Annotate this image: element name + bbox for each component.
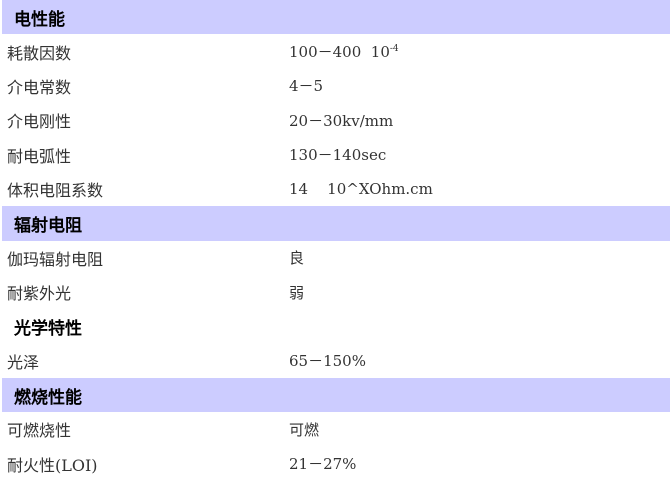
value-exponent: -4 [389, 44, 399, 55]
table-row: 介电常数 4－5 [0, 69, 672, 103]
property-value: 弱 [289, 282, 304, 303]
table-row: 光泽 65－150% [0, 344, 672, 378]
table-row: 体积电阻系数 14 10^XOhm.cm [0, 172, 672, 206]
property-name: 耐电弧性 [7, 146, 72, 166]
section-header: 辐射电阻 [2, 206, 670, 241]
value-text: 65－150% [289, 352, 366, 371]
value-text: 20－30kv/mm [289, 111, 394, 130]
table-row: 可燃烧性 可燃 [0, 412, 672, 446]
property-name: 可燃烧性 [7, 421, 72, 441]
value-text: 良 [289, 249, 305, 268]
value-text: 21－27% [289, 455, 357, 474]
property-name: 光泽 [7, 352, 40, 372]
property-name: 耐火性(LOI) [7, 455, 98, 475]
section-header: 燃烧性能 [2, 377, 670, 413]
property-value: 14 10^XOhm.cm [289, 180, 433, 198]
property-value: 20－30kv/mm [289, 110, 393, 131]
property-name: 体积电阻系数 [7, 180, 104, 200]
property-value: 可燃 [289, 419, 319, 440]
property-value: 4－5 [289, 75, 323, 96]
table-row: 耐电弧性 130－140sec [0, 137, 672, 171]
value-text: 100－400 10 [289, 43, 390, 62]
section-header: 光学特性 [0, 309, 672, 343]
property-name: 介电刚性 [7, 112, 72, 132]
property-name: 介电常数 [7, 77, 72, 97]
property-name: 伽玛辐射电阻 [7, 249, 104, 269]
table-row: 耐紫外光 弱 [0, 275, 672, 309]
table-row: 介电刚性 20－30kv/mm [0, 103, 672, 137]
table-row: 耐火性(LOI) 21－27% [0, 447, 672, 481]
value-text: 14 10^XOhm.cm [289, 179, 433, 198]
value-text: 可燃 [289, 420, 320, 439]
property-name: 耐紫外光 [7, 284, 72, 304]
value-text: 4－5 [289, 77, 324, 96]
property-value: 65－150% [289, 350, 366, 371]
property-value: 130－140sec [289, 144, 386, 165]
property-name: 耗散因数 [7, 43, 72, 63]
table-row: 耗散因数 100－400 10-4 [0, 34, 672, 68]
property-value: 100－400 10-4 [289, 41, 399, 62]
section-title: 燃烧性能 [14, 387, 82, 408]
section-title: 光学特性 [14, 318, 82, 339]
table-row: 伽玛辐射电阻 良 [0, 241, 672, 275]
property-value: 21－27% [289, 453, 356, 474]
value-text: 弱 [289, 283, 305, 302]
section-header: 电性能 [2, 0, 670, 35]
section-title: 辐射电阻 [14, 215, 82, 236]
property-value: 良 [289, 247, 304, 268]
section-title: 电性能 [14, 9, 65, 30]
value-text: 130－140sec [289, 146, 387, 165]
